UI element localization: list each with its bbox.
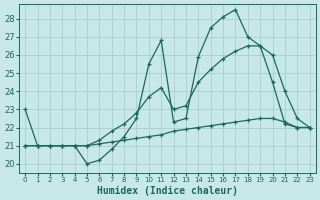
X-axis label: Humidex (Indice chaleur): Humidex (Indice chaleur) — [97, 186, 238, 196]
